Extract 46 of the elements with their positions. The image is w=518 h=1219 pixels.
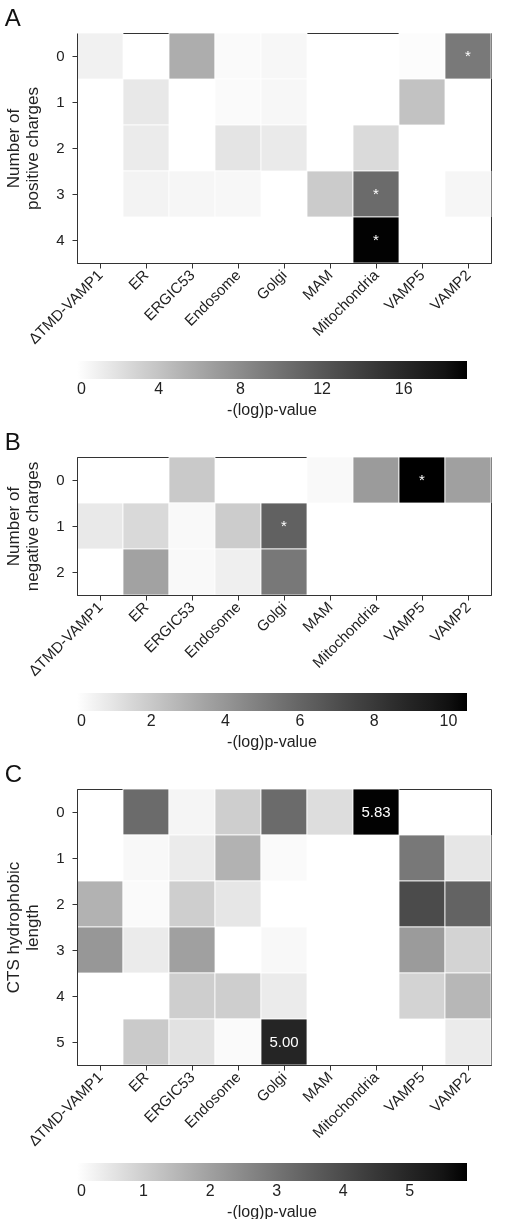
y-tick-label: 1 [56,517,65,534]
chart-title: B [4,427,21,455]
color-bar-label: 0 [77,380,86,397]
y-tick-label: 2 [56,895,65,912]
color-bar-label: 2 [205,1182,215,1199]
color-bar-label: 12 [313,380,332,397]
y-tick-label: 1 [56,849,65,866]
color-bar-label: 8 [235,380,245,397]
chart-title: A [4,3,21,31]
color-bar-label: 10 [439,712,458,729]
color-bar-label: 0 [77,1182,86,1199]
data-label: * [419,471,426,488]
y-tick-label: 1 [56,93,65,110]
color-bar-label: 4 [154,380,164,397]
y-tick-label: 3 [56,185,65,202]
data-label: * [281,517,288,534]
color-bar-label: 4 [338,1182,348,1199]
y-tick-label: 0 [56,471,65,488]
y-axis-title: CTS hydrophobic length [4,861,43,994]
y-tick-label: 0 [56,47,65,64]
color-bar-label: 1 [139,1182,149,1199]
y-tick-label: 0 [56,803,65,820]
color-bar-label: 5 [405,1182,415,1199]
color-bar-label: 3 [272,1182,282,1199]
chart-title: C [4,759,22,787]
y-tick-label: 5 [56,1033,65,1050]
data-label: * [373,231,380,248]
y-tick-label: 4 [56,987,65,1004]
color-bar-title: -(log)p-value [227,401,318,418]
y-axis-title: Number of positive charges [4,87,43,210]
y-tick-label: 4 [56,231,65,248]
color-bar-title: -(log)p-value [227,733,318,750]
color-bar-label: 0 [77,712,86,729]
color-bar-label: 8 [369,712,379,729]
color-bar-label: 2 [146,712,156,729]
data-label: * [373,185,380,202]
data-label: 5.83 [361,803,391,820]
color-bar-label: 16 [394,380,413,397]
data-label: 5.00 [269,1033,299,1050]
y-tick-label: 3 [56,941,65,958]
data-label: * [465,47,472,64]
color-bar-label: 6 [295,712,305,729]
y-tick-label: 2 [56,139,65,156]
color-bar-label: 4 [221,712,231,729]
y-tick-label: 2 [56,563,65,580]
y-axis-title: Number of negative charges [4,461,43,592]
